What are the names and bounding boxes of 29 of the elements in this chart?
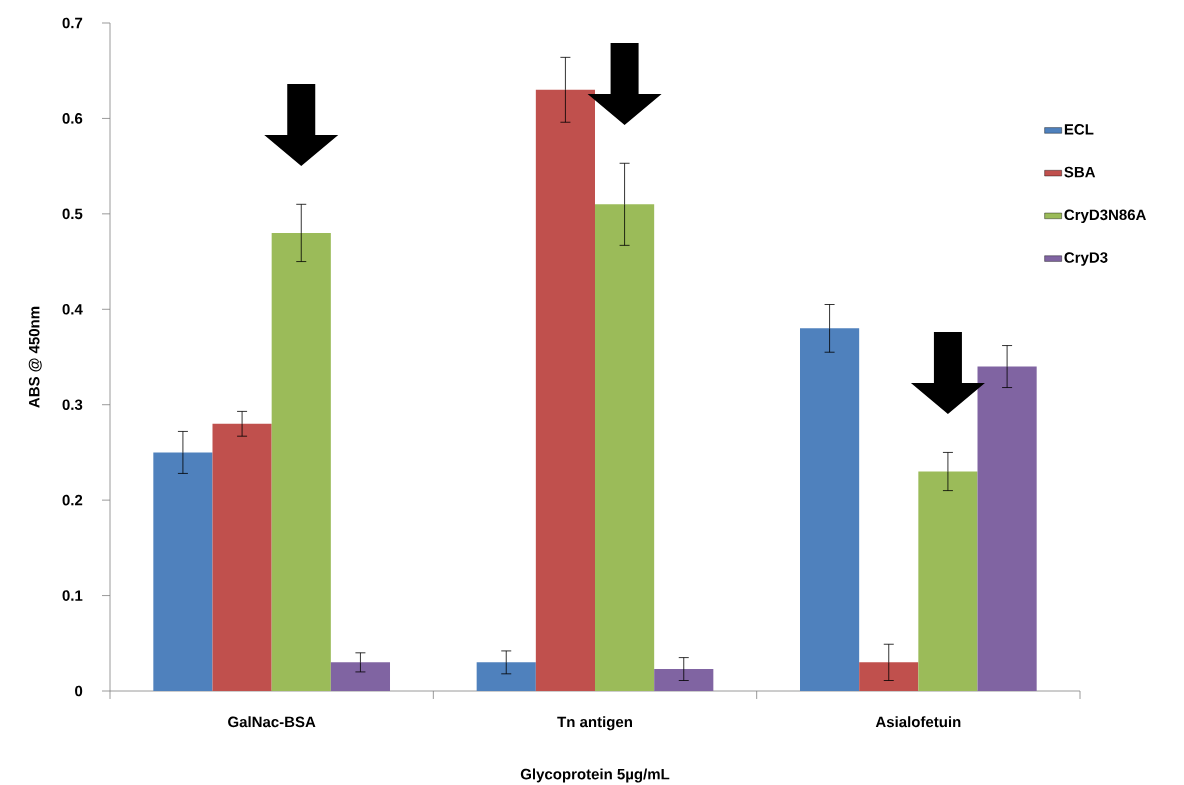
bar: [153, 452, 213, 691]
x-axis-title: Glycoprotein 5µg/mL: [520, 768, 670, 783]
y-tick-label: 0.1: [62, 590, 83, 601]
bar: [535, 89, 595, 691]
bar: [595, 204, 655, 691]
x-tick-label: Tn antigen: [557, 716, 632, 731]
bar: [271, 232, 331, 691]
y-tick-label: 0.6: [62, 113, 83, 124]
y-tick-label: 0.3: [62, 399, 83, 411]
legend-label: CryD3: [1064, 252, 1108, 266]
y-tick-label: 0.5: [62, 208, 83, 220]
bar: [476, 662, 536, 691]
bar: [654, 669, 714, 691]
bar: [212, 423, 272, 691]
bar: [859, 662, 919, 691]
bar: [977, 366, 1037, 691]
y-tick-label: 0.7: [62, 17, 83, 29]
legend-label: CryD3N86A: [1064, 209, 1146, 224]
legend-label: SBA: [1064, 166, 1096, 178]
y-axis-title: ABS @ 450nm: [28, 306, 42, 408]
bar: [918, 471, 978, 691]
x-tick-label: GalNac-BSA: [228, 716, 316, 728]
y-tick-label: 0: [75, 685, 83, 697]
y-tick-label: 0.4: [62, 303, 83, 315]
y-tick-label: 0.2: [62, 494, 83, 506]
x-tick-label: Asialofetuin: [875, 716, 961, 728]
bar: [330, 662, 391, 691]
bar: [800, 328, 860, 691]
legend-label: ECL: [1064, 124, 1094, 135]
